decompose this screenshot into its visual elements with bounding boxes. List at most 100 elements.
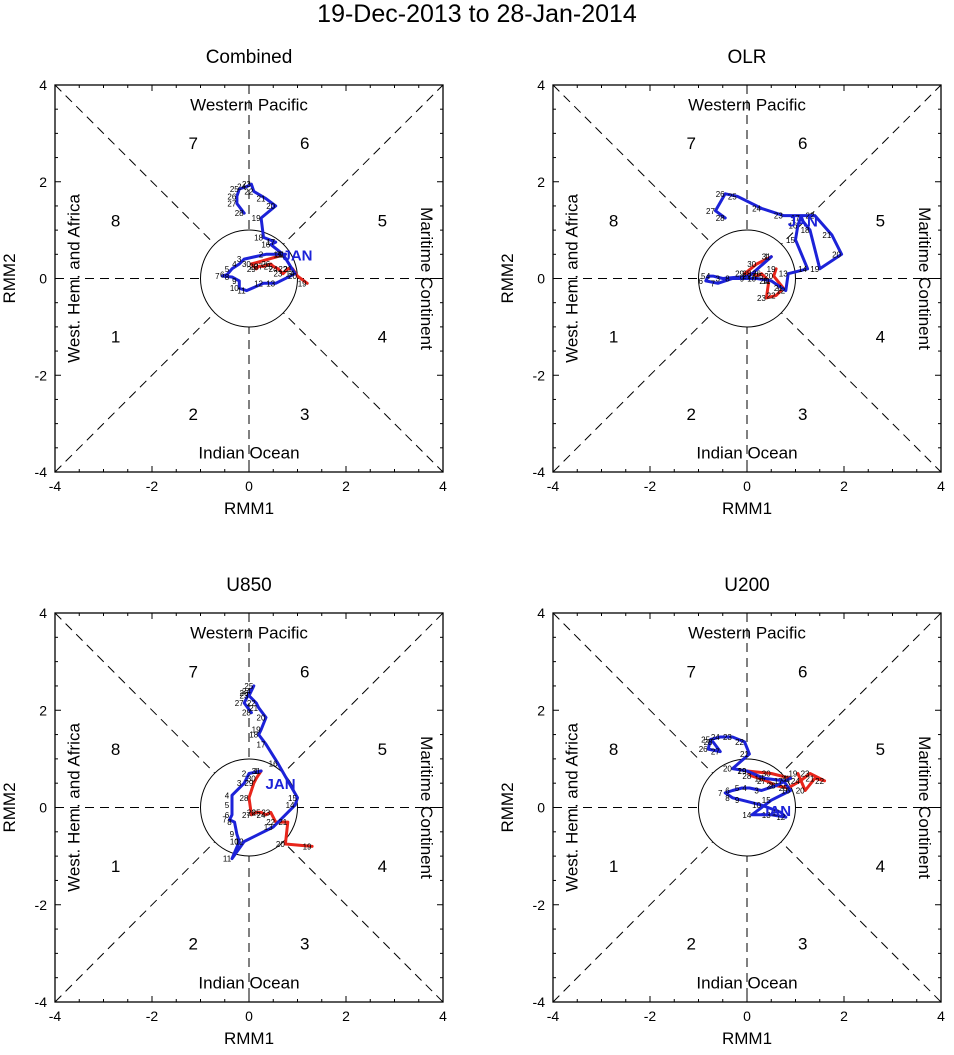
- day-label: 29: [735, 270, 744, 279]
- phase-label-8: 8: [111, 740, 120, 759]
- y-tick-label: -4: [35, 994, 48, 1010]
- day-label: 19: [738, 767, 747, 776]
- day-label: 27: [757, 777, 766, 786]
- day-label: 27: [254, 262, 263, 271]
- x-axis-label: RMM1: [224, 499, 274, 518]
- day-label: 24: [759, 277, 768, 286]
- day-label: 21: [774, 284, 783, 293]
- day-label: 24: [711, 733, 720, 742]
- region-label-maritime-continent: Maritime Continent: [915, 207, 934, 350]
- x-tick-label: -2: [644, 1008, 657, 1024]
- day-label: 11: [772, 808, 781, 817]
- day-label: 26: [247, 808, 256, 817]
- region-label-maritime-continent: Maritime Continent: [417, 207, 436, 350]
- y-tick-label: 2: [39, 702, 47, 718]
- day-label: 27: [706, 207, 715, 216]
- region-label-maritime-continent: Maritime Continent: [417, 736, 436, 879]
- day-label: 9: [230, 830, 235, 839]
- day-label: 30: [247, 774, 256, 783]
- day-label: 11: [762, 277, 771, 286]
- day-label: 16: [261, 241, 270, 250]
- y-axis-label: RMM2: [498, 782, 517, 832]
- day-label: 24: [237, 183, 246, 192]
- y-tick-label: -4: [533, 464, 546, 480]
- panel-title: U850: [226, 575, 271, 596]
- phase-label-4: 4: [876, 857, 885, 876]
- phase-label-4: 4: [378, 857, 387, 876]
- day-label: 26: [699, 745, 708, 754]
- x-tick-label: 0: [245, 1008, 253, 1024]
- day-label: 27: [242, 811, 251, 820]
- day-label: 7: [711, 279, 716, 288]
- x-tick-label: -4: [49, 478, 62, 494]
- day-label: 31: [762, 253, 771, 262]
- y-axis-label: RMM2: [0, 782, 19, 832]
- day-label: 28: [742, 772, 751, 781]
- phase-label-3: 3: [300, 405, 309, 424]
- day-label: 1: [278, 250, 283, 259]
- day-label: 24: [791, 777, 800, 786]
- day-label: 21: [740, 750, 749, 759]
- panel-title: OLR: [727, 47, 766, 68]
- day-label: 8: [725, 794, 730, 803]
- phase-label-2: 2: [188, 935, 197, 954]
- region-label-west-hem-africa: West. Hem. and Africa: [64, 194, 83, 363]
- day-label: 25: [264, 262, 273, 271]
- day-label: 21: [278, 818, 287, 827]
- day-label: 8: [725, 275, 730, 284]
- day-label: 28: [704, 738, 713, 747]
- day-label: 20: [832, 250, 841, 259]
- x-tick-label: 4: [439, 478, 447, 494]
- day-label: 22: [244, 187, 253, 196]
- day-label: 3: [237, 779, 242, 788]
- day-label: 30: [747, 260, 756, 269]
- y-tick-label: 0: [537, 271, 545, 287]
- day-label: 19: [767, 265, 776, 274]
- x-tick-label: -2: [644, 478, 657, 494]
- day-label: 26: [767, 782, 776, 791]
- day-label: 28: [242, 709, 251, 718]
- day-label: 26: [240, 689, 249, 698]
- day-label: 7: [215, 272, 220, 281]
- day-label: 30: [762, 769, 771, 778]
- day-label: 21: [249, 704, 258, 713]
- day-label: 21: [283, 265, 292, 274]
- y-tick-label: -2: [533, 897, 546, 913]
- day-label: 29: [244, 779, 253, 788]
- day-label: 27: [227, 200, 236, 209]
- phase-label-6: 6: [300, 662, 309, 681]
- day-label: 26: [716, 190, 725, 199]
- y-tick-label: -2: [35, 897, 48, 913]
- phase-label-4: 4: [876, 328, 885, 347]
- day-label: 17: [791, 214, 800, 223]
- x-tick-label: 0: [245, 478, 253, 494]
- day-label: 9: [232, 277, 237, 286]
- phase-label-5: 5: [378, 740, 387, 759]
- day-label: 1: [783, 774, 788, 783]
- day-label: 22: [815, 777, 824, 786]
- day-label: 11: [237, 287, 246, 296]
- day-label: 27: [711, 748, 720, 757]
- phase-label-1: 1: [609, 857, 618, 876]
- day-label: 19: [252, 726, 261, 735]
- day-label: 31: [276, 250, 285, 259]
- trajectory-jan-2014: [706, 735, 793, 819]
- day-label: 13: [779, 270, 788, 279]
- day-label: 30: [242, 260, 251, 269]
- x-tick-label: -4: [547, 1008, 560, 1024]
- region-label-indian-ocean: Indian Ocean: [696, 974, 797, 993]
- y-tick-label: 4: [537, 605, 545, 621]
- day-label: 19: [788, 769, 797, 778]
- day-label: 17: [266, 238, 275, 247]
- x-tick-label: 4: [937, 1008, 945, 1024]
- figure-title: 19-Dec-2013 to 28-Jan-2014: [317, 0, 637, 28]
- day-label: 16: [788, 221, 797, 230]
- y-tick-label: 0: [39, 800, 47, 816]
- day-label: 22: [735, 738, 744, 747]
- day-label: 22: [278, 265, 287, 274]
- month-label-jan: JAN: [266, 776, 296, 793]
- day-label: 11: [223, 855, 232, 864]
- day-label: 20: [276, 840, 285, 849]
- x-tick-label: 2: [840, 1008, 848, 1024]
